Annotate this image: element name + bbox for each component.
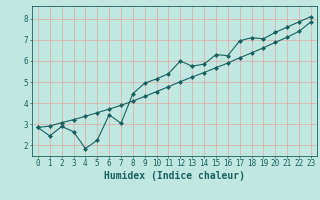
X-axis label: Humidex (Indice chaleur): Humidex (Indice chaleur) <box>104 171 245 181</box>
